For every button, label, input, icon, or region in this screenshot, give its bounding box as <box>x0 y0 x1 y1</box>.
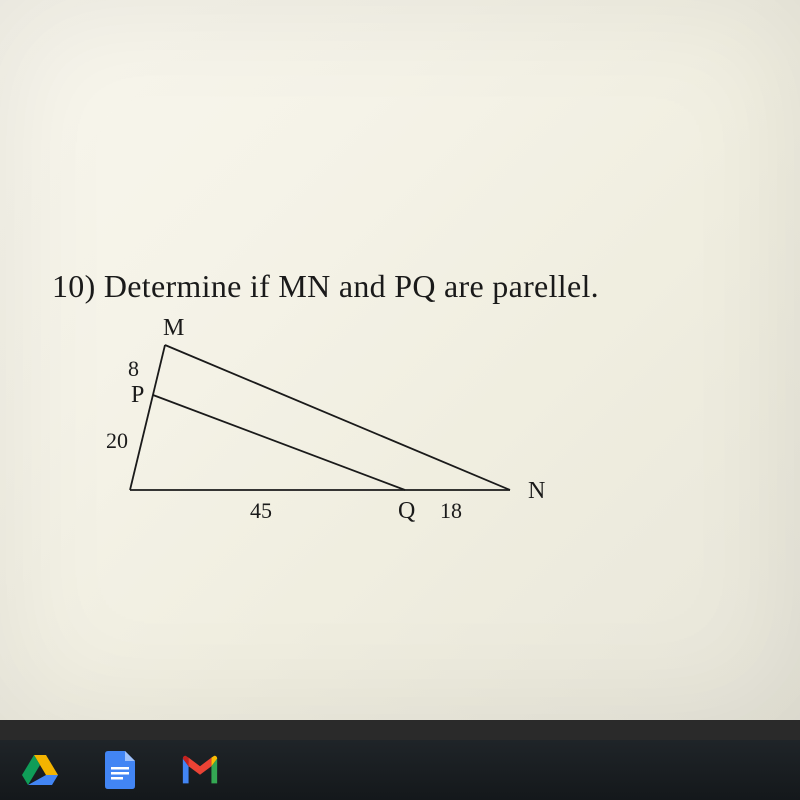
vertex-P-label: P <box>131 382 144 409</box>
edge-PQ <box>153 395 405 490</box>
docs-icon[interactable] <box>100 750 140 790</box>
side-MP-label: 8 <box>128 356 139 382</box>
side-QN-label: 18 <box>440 498 462 524</box>
question-text: 10) Determine if MN and PQ are parellel. <box>52 268 599 305</box>
drive-icon[interactable] <box>20 750 60 790</box>
edge-MN <box>165 345 510 490</box>
triangle-svg <box>110 320 560 550</box>
triangle-diagram: M P Q N 8 20 45 18 <box>110 320 560 555</box>
vertex-Q-label: Q <box>398 498 415 525</box>
vertex-N-label: N <box>528 478 545 505</box>
side-Papex-label: 20 <box>106 428 128 454</box>
question-number: 10) <box>52 268 96 304</box>
gmail-icon[interactable] <box>180 750 220 790</box>
worksheet-page: 10) Determine if MN and PQ are parellel.… <box>0 0 800 720</box>
taskbar <box>0 740 800 800</box>
question-body: Determine if MN and PQ are parellel. <box>104 268 599 304</box>
side-apexQ-label: 45 <box>250 498 272 524</box>
vertex-M-label: M <box>163 315 184 342</box>
